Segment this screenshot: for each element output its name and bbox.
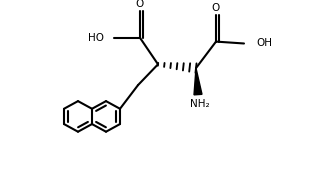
- Text: OH: OH: [256, 38, 272, 48]
- Text: NH₂: NH₂: [190, 99, 210, 109]
- Text: HO: HO: [88, 33, 104, 43]
- Text: O: O: [136, 0, 144, 9]
- Text: O: O: [212, 3, 220, 13]
- Polygon shape: [194, 68, 202, 95]
